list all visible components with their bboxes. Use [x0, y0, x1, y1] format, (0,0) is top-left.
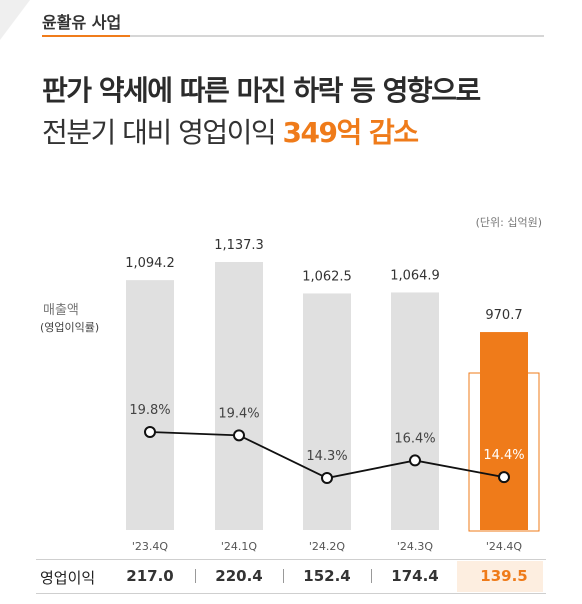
- bar-2: [303, 293, 351, 530]
- headline-line2: 전분기 대비 영업이익 349억 감소: [42, 112, 552, 154]
- margin-point: [409, 454, 421, 467]
- margin-point: [233, 429, 245, 442]
- x-tick-label: '24.1Q: [221, 540, 258, 553]
- table-highlight-cell: [457, 561, 543, 592]
- margin-point: [498, 471, 510, 484]
- unit-note: (단위: 십억원): [475, 216, 542, 229]
- section-divider: [42, 35, 544, 37]
- table-separator: [195, 569, 196, 583]
- margin-point: [144, 426, 156, 438]
- x-tick-label: '23.4Q: [132, 540, 169, 553]
- bar-value-label: 1,064.9: [390, 268, 440, 283]
- headline-line1: 판가 약세에 따른 마진 하락 등 영향으로: [42, 74, 481, 107]
- bar-value-label: 1,094.2: [125, 256, 175, 271]
- operating-profit-cell: 220.4: [215, 567, 263, 585]
- table-separator: [371, 569, 372, 583]
- bar-3: [391, 292, 439, 530]
- margin-point: [321, 472, 333, 484]
- table-top-rule: [36, 559, 546, 560]
- bar-1: [215, 262, 263, 530]
- table-bottom-rule: [36, 593, 546, 594]
- operating-profit-cell: 174.4: [391, 567, 439, 585]
- headline-line2-prefix: 전분기 대비 영업이익: [42, 116, 283, 149]
- section-label: 윤활유 사업: [42, 13, 122, 32]
- x-tick-label: '24.4Q: [486, 540, 523, 553]
- margin-label: 16.4%: [394, 431, 435, 446]
- margin-label: 19.4%: [218, 406, 259, 421]
- headline-line2-accent: 349억 감소: [282, 116, 419, 149]
- bar-value-label: 1,062.5: [302, 269, 352, 284]
- legend-title: 매출액: [43, 303, 79, 318]
- table-row-label: 영업이익: [40, 569, 96, 587]
- bar-value-label: 970.7: [485, 308, 522, 323]
- x-tick-label: '24.2Q: [309, 540, 346, 553]
- bar-0: [126, 280, 174, 530]
- legend-subtitle: (영업이익률): [40, 321, 100, 334]
- bar-4: [480, 332, 528, 530]
- revenue-margin-chart: 1,094.2 1,137.3 1,062.5 1,064.9 970.7 19.8% 19…: [125, 238, 540, 553]
- margin-label: 14.4%: [483, 448, 524, 463]
- x-tick-label: '24.3Q: [397, 540, 434, 553]
- operating-profit-cell: 139.5: [480, 567, 528, 585]
- headline: 판가 약세에 따른 마진 하락 등 영향으로 전분기 대비 영업이익 349억 …: [42, 70, 552, 154]
- margin-label: 19.8%: [129, 403, 170, 418]
- bar-value-label: 1,137.3: [214, 238, 264, 253]
- operating-profit-cell: 152.4: [303, 567, 351, 585]
- operating-profit-cell: 217.0: [126, 567, 174, 585]
- margin-label: 14.3%: [306, 449, 347, 464]
- table-separator: [283, 569, 284, 583]
- corner-decoration: [0, 0, 30, 40]
